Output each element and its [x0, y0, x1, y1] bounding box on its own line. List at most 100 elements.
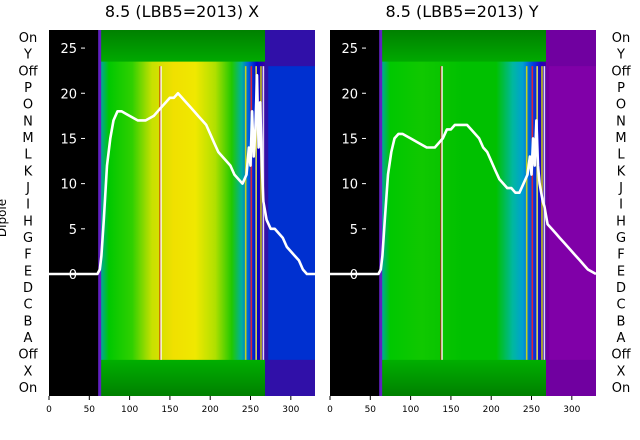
heatmap-stripe: [531, 66, 534, 360]
panel-title: 8.5 (LBB5=2013) Y: [385, 2, 538, 21]
dipole-label: Off: [611, 64, 631, 79]
x-tick-label: 150: [161, 405, 178, 415]
heatmap-right-band: [268, 66, 315, 360]
y-axis-label: Dipole: [0, 199, 9, 237]
heatmap-stripe: [525, 66, 528, 360]
dipole-label: I: [619, 198, 623, 213]
dipole-label: F: [617, 248, 624, 263]
y-tick-label: 25: [60, 42, 77, 57]
dipole-label: Off: [18, 348, 38, 363]
dipole-label: A: [617, 331, 626, 346]
dipole-label: Off: [611, 348, 631, 363]
dipole-label: On: [612, 381, 630, 396]
x-axis: 0 50 100 150 200 250 300: [46, 396, 300, 415]
heatmap-band: [98, 61, 266, 360]
heatmap-stripe: [160, 66, 162, 360]
y-tick-label: 5: [350, 223, 358, 238]
dipole-label: A: [24, 331, 33, 346]
dipole-label: M: [22, 131, 33, 146]
heatmap-stripe: [260, 66, 262, 360]
y-tick-label: 10: [60, 178, 77, 193]
x-tick-label: 0: [327, 405, 333, 415]
y-tick-label: 15: [60, 132, 77, 147]
dipole-label: B: [617, 314, 626, 329]
dipole-label: P: [24, 81, 32, 96]
heatmap-stripe: [441, 66, 443, 360]
panel-x: 8.5 (LBB5=2013) X 0 5 10 15 20 25 0 50 100 150 20…: [46, 2, 315, 415]
dipole-label: E: [617, 264, 625, 279]
heatmap-stripe: [159, 66, 162, 360]
x-tick-label: 200: [483, 405, 500, 415]
series-line: [49, 73, 315, 276]
heatmap-band: [379, 61, 547, 360]
dipole-label: X: [24, 364, 33, 379]
dipole-label: C: [616, 298, 625, 313]
x-tick-label: 300: [563, 405, 580, 415]
x-tick-label: 200: [202, 405, 219, 415]
dipole-label: N: [616, 114, 626, 129]
panel-title: 8.5 (LBB5=2013) X: [105, 2, 259, 21]
dipole-label: E: [24, 264, 32, 279]
x-tick-label: 300: [282, 405, 299, 415]
y-tick-label: 0: [69, 268, 77, 283]
heatmap-stripe: [250, 66, 253, 360]
plot-area: 0 5 10 15 20 25: [49, 30, 315, 396]
dipole-label: On: [612, 31, 630, 46]
dipole-label: X: [617, 364, 626, 379]
x-tick-label: 100: [402, 405, 419, 415]
dipole-label: Off: [18, 64, 38, 79]
heatmap-right-band: [549, 66, 596, 360]
dipole-label: P: [617, 81, 625, 96]
panel-y: 8.5 (LBB5=2013) Y 0 5 10 15 20 25 0 50 100 150 20…: [327, 2, 597, 415]
dipole-label: C: [23, 298, 32, 313]
dipole-label: F: [24, 248, 31, 263]
series-line: [330, 119, 597, 276]
dipole-label: H: [616, 214, 626, 229]
dipole-label: On: [19, 381, 37, 396]
heatmap-stripe: [440, 66, 443, 360]
x-tick-label: 250: [523, 405, 540, 415]
y-tick-label: 20: [60, 87, 77, 102]
dipole-label: G: [23, 231, 33, 246]
heatmap-stripe: [255, 66, 257, 360]
dipole-label: K: [617, 164, 626, 179]
y-tick-label: 10: [341, 178, 358, 193]
heatmap-left-edge: [98, 30, 102, 396]
dipole-label: Y: [23, 48, 32, 63]
dipole-label: H: [23, 214, 33, 229]
dipole-label: O: [23, 98, 33, 113]
dipole-label: J: [618, 181, 623, 196]
dipole-label: J: [25, 181, 30, 196]
dipole-label: G: [616, 231, 626, 246]
x-tick-label: 50: [84, 405, 96, 415]
x-tick-label: 100: [121, 405, 138, 415]
heatmap-left-edge: [379, 30, 383, 396]
y-tick-label: 0: [350, 268, 358, 283]
x-tick-label: 0: [46, 405, 52, 415]
y-tick-label: 20: [341, 87, 358, 102]
plot-area: 0 5 10 15 20 25: [330, 30, 597, 396]
dipole-label: Y: [616, 48, 625, 63]
dipole-label: On: [19, 31, 37, 46]
dipole-label: B: [24, 314, 33, 329]
x-axis: 0 50 100 150 200 250 300: [327, 396, 581, 415]
dipole-label: L: [24, 148, 32, 163]
dipole-label: I: [26, 198, 30, 213]
x-tick-label: 250: [242, 405, 259, 415]
dipole-label: O: [616, 98, 626, 113]
y-tick-label: 5: [69, 223, 77, 238]
y-tick-label: 25: [341, 42, 358, 57]
dipole-label: D: [23, 281, 33, 296]
x-tick-label: 150: [442, 405, 459, 415]
y-tick-label: 15: [341, 132, 358, 147]
heatmap-stripe: [262, 66, 265, 360]
heatmap-stripe: [541, 66, 543, 360]
heatmap-stripe: [536, 66, 538, 360]
dipole-label: D: [616, 281, 626, 296]
dipole-label: M: [615, 131, 626, 146]
x-tick-label: 50: [365, 405, 377, 415]
dipole-label: K: [24, 164, 33, 179]
